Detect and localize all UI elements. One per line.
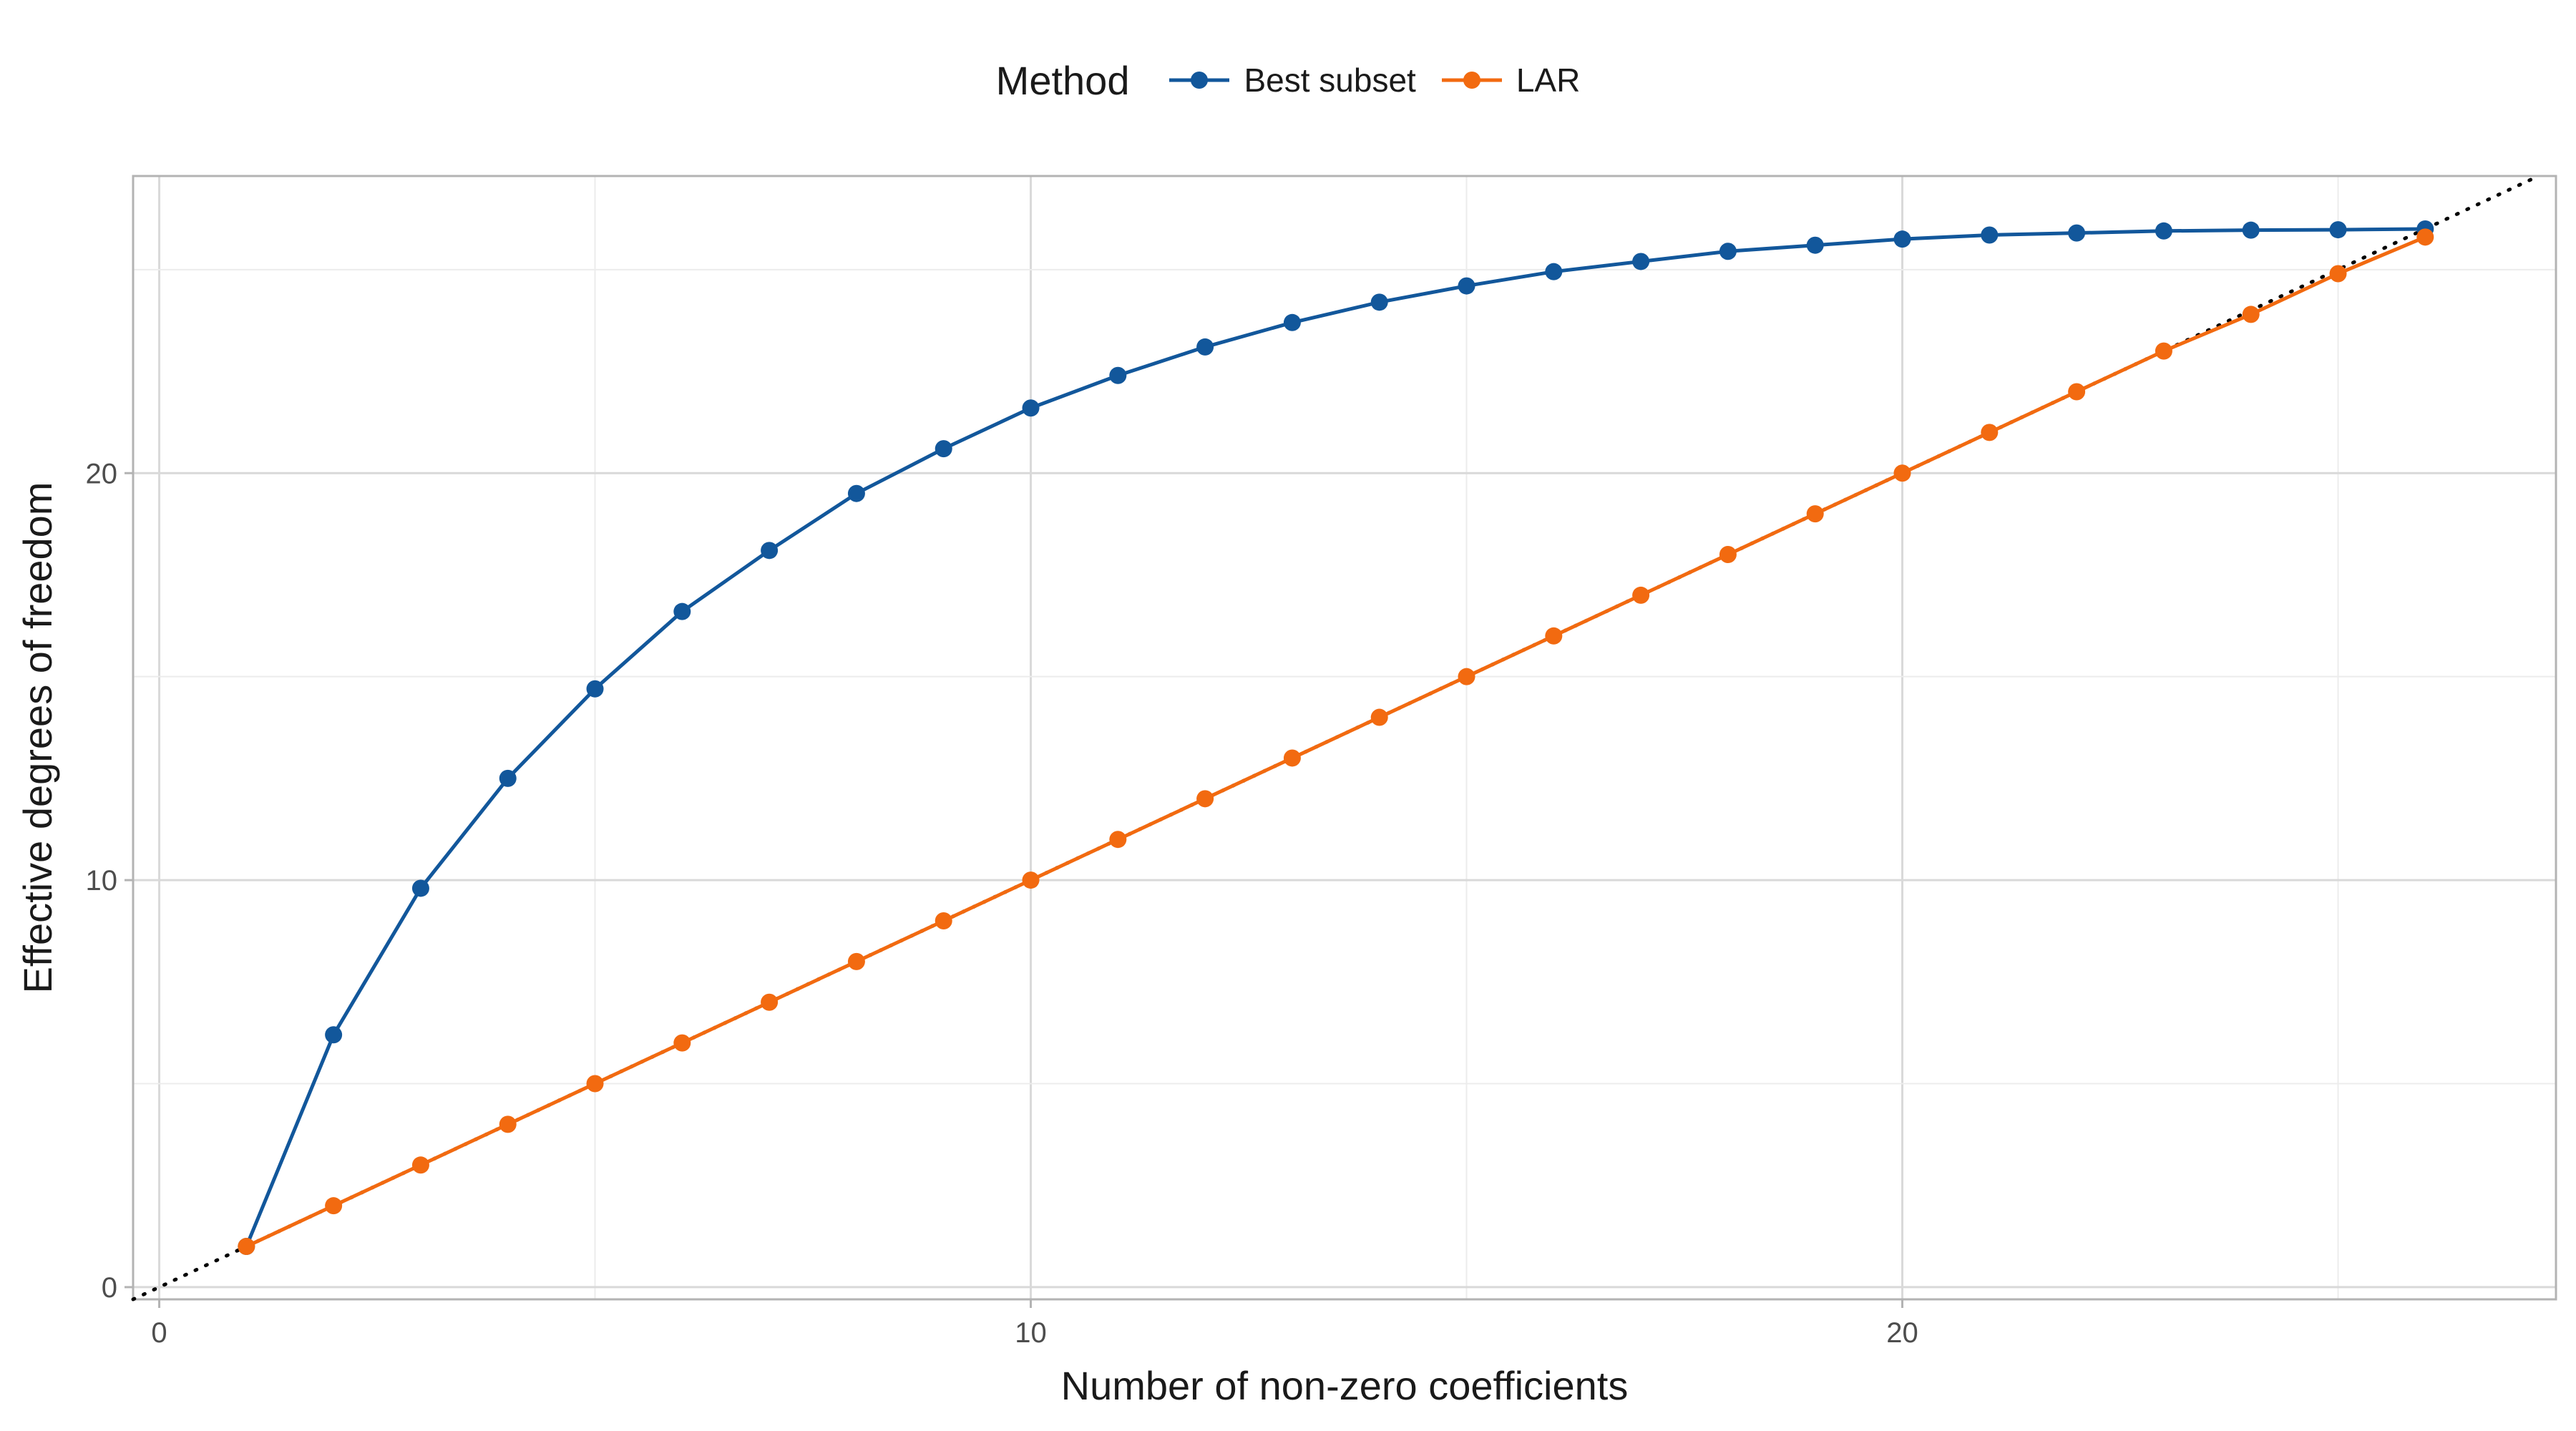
data-point-best-subset xyxy=(1458,277,1475,295)
legend-item-lar: LAR xyxy=(1441,61,1581,99)
axis-ticks: 0 10 20 0 10 20 xyxy=(86,458,1918,1349)
data-point-best-subset xyxy=(673,602,691,620)
data-point-lar xyxy=(761,993,779,1011)
data-point-best-subset xyxy=(1370,293,1388,311)
legend-label-best-subset: Best subset xyxy=(1244,62,1416,99)
data-point-best-subset xyxy=(499,769,517,787)
data-point-lar xyxy=(1545,627,1563,645)
legend: Method Best subset LAR xyxy=(0,44,2576,116)
legend-key-best-subset xyxy=(1169,72,1230,89)
data-point-best-subset xyxy=(1283,313,1301,331)
data-point-lar xyxy=(1893,464,1911,482)
data-point-best-subset xyxy=(1545,263,1563,280)
data-point-best-subset xyxy=(325,1026,343,1044)
data-point-lar xyxy=(1632,586,1650,604)
data-point-lar xyxy=(411,1156,429,1174)
series-best-subset xyxy=(238,220,2434,1256)
data-point-best-subset xyxy=(761,542,779,560)
data-point-best-subset xyxy=(1022,399,1040,417)
data-point-lar xyxy=(2155,342,2172,360)
data-point-lar xyxy=(847,952,865,970)
y-tick-label: 20 xyxy=(86,458,118,489)
panel-border xyxy=(132,175,2557,1301)
data-point-lar xyxy=(1370,708,1388,726)
data-point-best-subset xyxy=(1893,230,1911,248)
data-point-lar xyxy=(935,912,952,929)
x-axis-title: Number of non-zero coefficients xyxy=(1061,1363,1629,1408)
y-tick-label: 10 xyxy=(86,865,118,897)
data-point-best-subset xyxy=(1719,243,1737,260)
x-tick-label: 0 xyxy=(151,1317,167,1349)
data-point-best-subset xyxy=(935,440,952,458)
legend-key-lar xyxy=(1441,72,1502,89)
data-point-best-subset xyxy=(2068,224,2086,242)
data-point-lar xyxy=(1719,546,1737,564)
data-point-lar xyxy=(1981,424,1999,441)
data-point-best-subset xyxy=(2329,221,2347,239)
series-lar xyxy=(238,228,2434,1256)
data-point-best-subset xyxy=(2242,221,2260,239)
data-point-best-subset xyxy=(1806,236,1824,254)
x-tick-label: 10 xyxy=(1015,1317,1047,1349)
data-point-lar xyxy=(2242,306,2260,323)
data-point-lar xyxy=(1283,749,1301,767)
data-point-lar xyxy=(2416,228,2434,246)
data-point-best-subset xyxy=(1981,226,1999,244)
y-axis-title: Effective degrees of freedom xyxy=(15,482,60,994)
data-point-lar xyxy=(2068,383,2086,401)
data-point-lar xyxy=(1806,505,1824,523)
data-point-lar xyxy=(1196,790,1214,808)
data-point-lar xyxy=(238,1238,255,1256)
legend-label-lar: LAR xyxy=(1516,62,1581,99)
data-point-lar xyxy=(586,1075,604,1093)
data-point-best-subset xyxy=(1196,338,1214,356)
legend-item-best-subset: Best subset xyxy=(1169,61,1416,99)
series-layer xyxy=(238,220,2434,1256)
data-point-best-subset xyxy=(586,680,604,698)
data-point-best-subset xyxy=(1109,366,1127,384)
data-point-best-subset xyxy=(2155,222,2172,240)
data-point-lar xyxy=(325,1197,343,1215)
data-point-lar xyxy=(1022,871,1040,889)
grid xyxy=(133,176,2556,1299)
legend-title: Method xyxy=(995,57,1130,103)
data-point-lar xyxy=(1458,668,1475,685)
x-tick-label: 20 xyxy=(1886,1317,1918,1349)
data-point-lar xyxy=(1109,831,1127,849)
data-point-best-subset xyxy=(847,484,865,502)
data-point-lar xyxy=(499,1115,517,1133)
series-line-lar xyxy=(245,235,2426,1249)
data-point-lar xyxy=(2329,265,2347,283)
data-point-best-subset xyxy=(1632,253,1650,270)
data-point-lar xyxy=(673,1034,691,1052)
data-point-best-subset xyxy=(411,879,429,897)
series-line-best-subset xyxy=(245,227,2426,1248)
y-tick-label: 0 xyxy=(102,1272,117,1304)
